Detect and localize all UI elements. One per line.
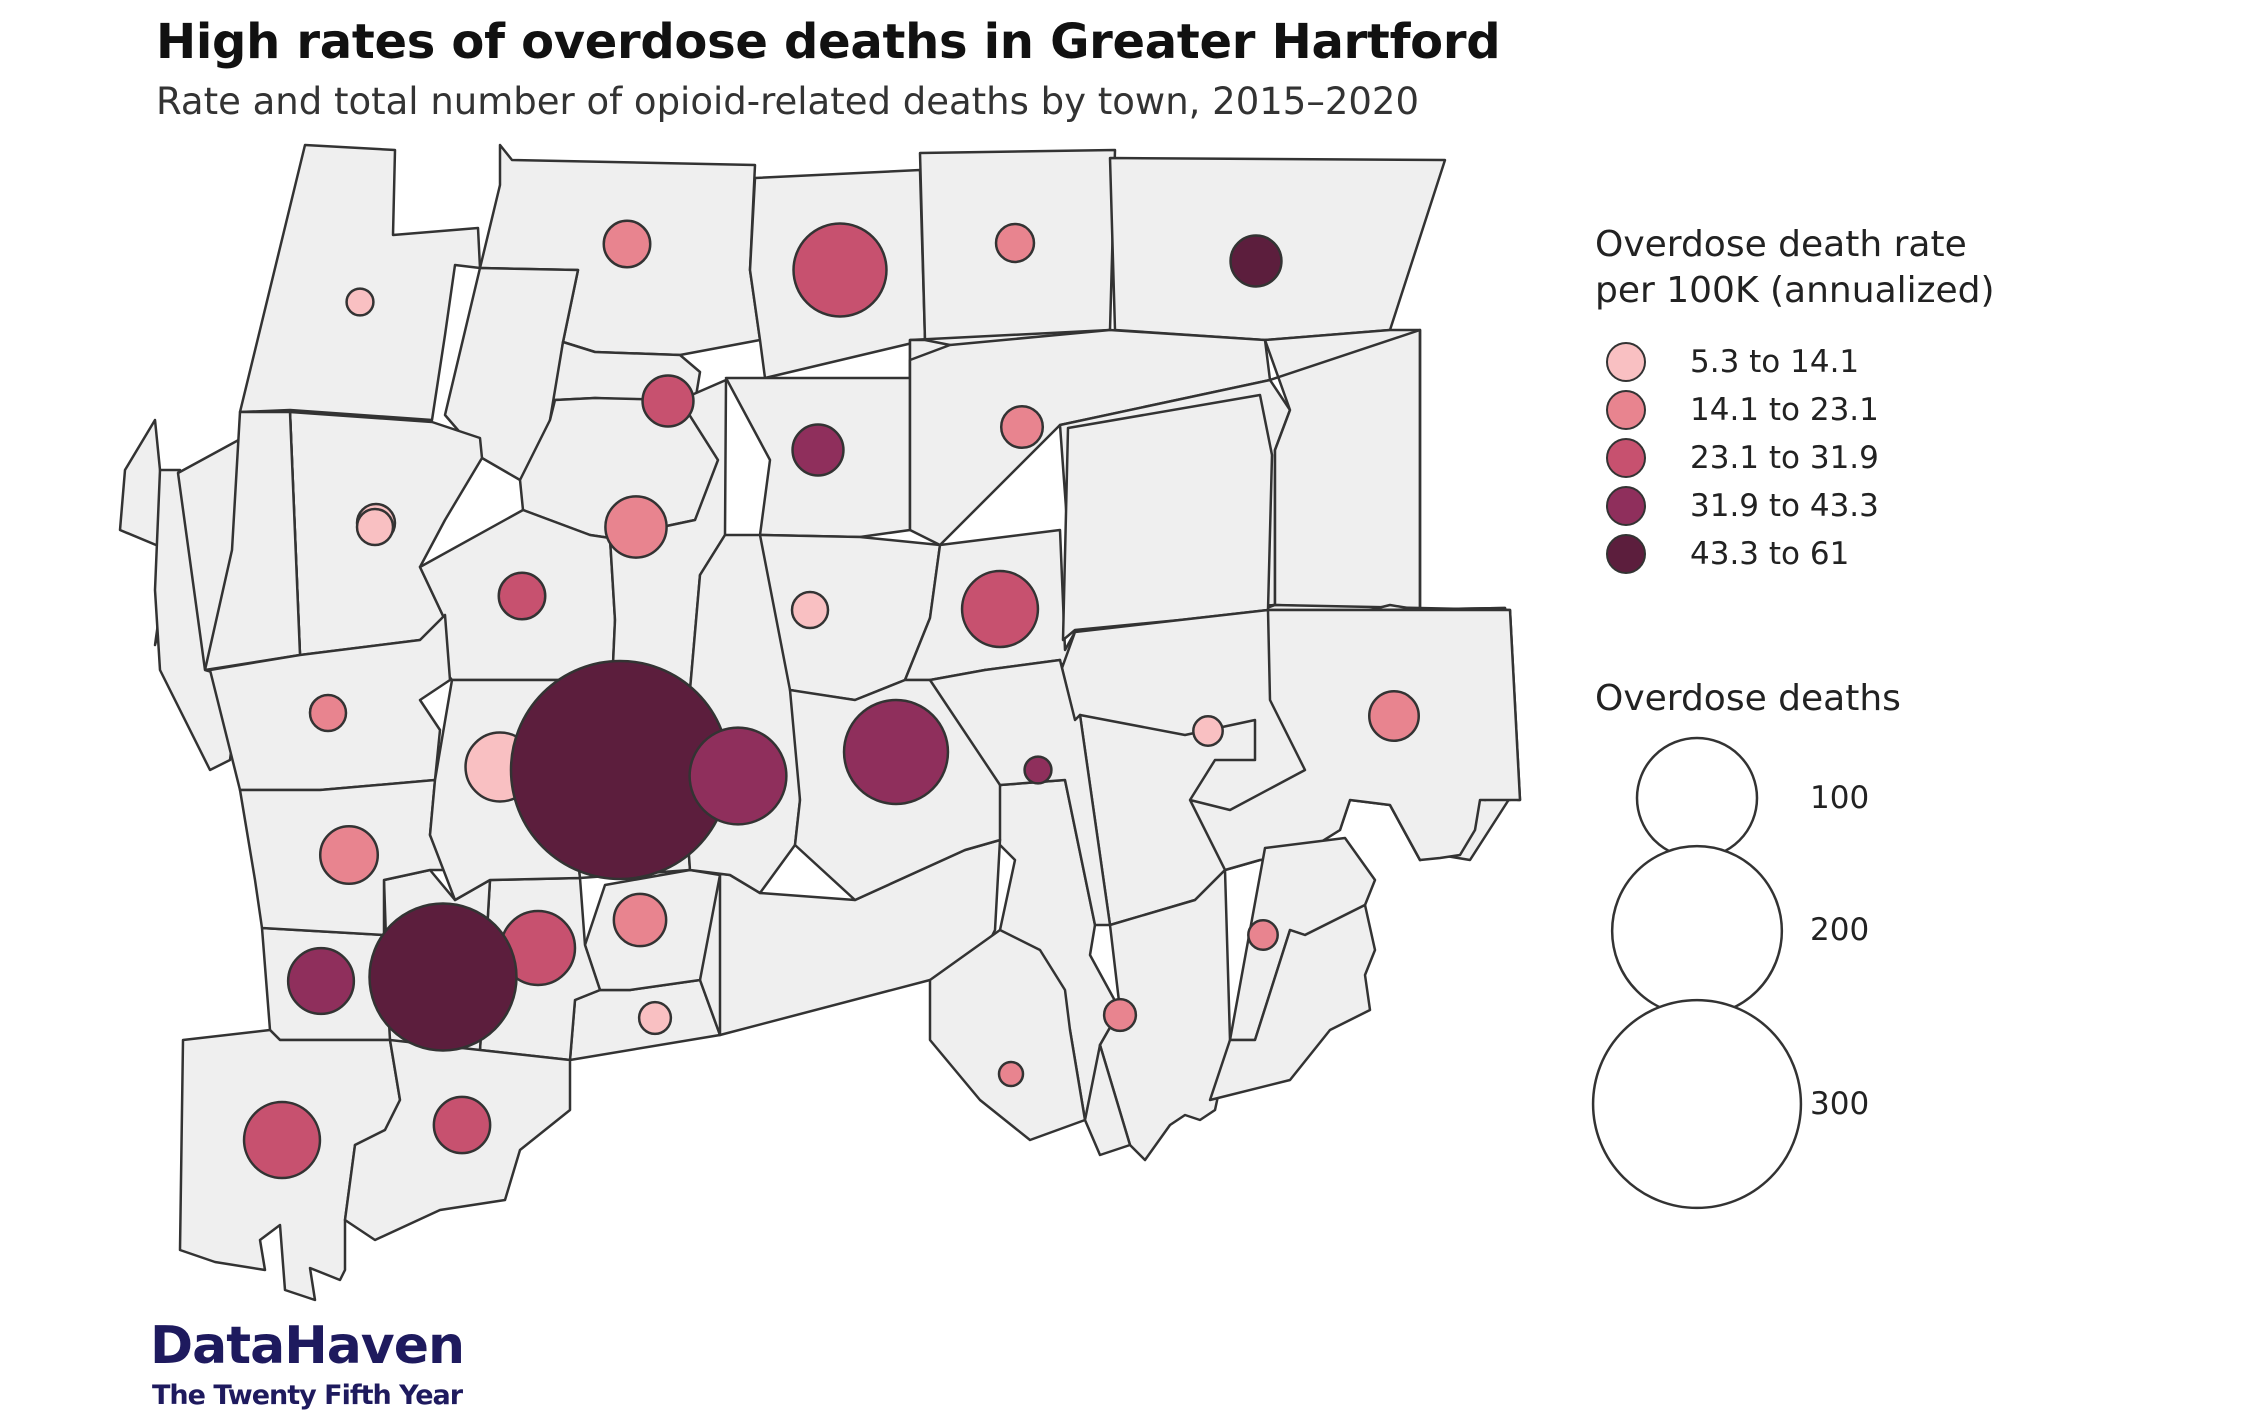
rate-swatch xyxy=(1606,486,1646,526)
town-bubble xyxy=(1368,690,1420,742)
town-bubble xyxy=(1102,997,1138,1033)
town-bubble xyxy=(641,374,695,428)
town-bubble xyxy=(688,726,788,826)
rate-legend-item: 14.1 to 23.1 xyxy=(1606,388,1879,432)
town-bubble xyxy=(368,902,518,1052)
town-bubble xyxy=(1192,715,1224,747)
rate-legend-label: 23.1 to 31.9 xyxy=(1690,440,1879,476)
town-bubble xyxy=(242,1100,322,1180)
size-legend-circle xyxy=(1635,736,1759,860)
town-bubble xyxy=(842,698,950,806)
rate-legend-item: 5.3 to 14.1 xyxy=(1606,340,1859,384)
size-legend-circle xyxy=(1591,998,1803,1210)
town-bubble xyxy=(318,824,380,886)
town-bubble xyxy=(1229,234,1283,288)
rate-legend-label: 43.3 to 61 xyxy=(1690,536,1850,572)
size-legend-label: 100 xyxy=(1810,780,1870,816)
town-bubble xyxy=(604,495,668,559)
rate-legend-label: 31.9 to 43.3 xyxy=(1690,488,1879,524)
bubble-layer xyxy=(242,219,1420,1180)
rate-swatch xyxy=(1606,342,1646,382)
chart-title: High rates of overdose deaths in Greater… xyxy=(156,14,1501,70)
town-bubble xyxy=(1023,755,1053,785)
town-bubble xyxy=(1247,919,1279,951)
datahaven-tagline: The Twenty Fifth Year xyxy=(152,1380,463,1411)
town-bubble xyxy=(791,423,845,477)
town-bubble xyxy=(994,222,1036,264)
rate-legend-item: 23.1 to 31.9 xyxy=(1606,436,1879,480)
datahaven-logo: DataHaven xyxy=(150,1316,465,1376)
town-bubble xyxy=(960,569,1040,649)
size-legend-label: 300 xyxy=(1810,1086,1870,1122)
town-shape xyxy=(1061,393,1274,642)
size-legend-label: 200 xyxy=(1810,912,1870,948)
town-shape xyxy=(1263,328,1422,612)
rate-swatch xyxy=(1606,438,1646,478)
town-shape xyxy=(928,928,1087,1142)
rate-legend-label: 14.1 to 23.1 xyxy=(1690,392,1879,428)
size-legend xyxy=(1591,736,1803,1210)
rate-swatch xyxy=(1606,534,1646,574)
rate-legend-item: 31.9 to 43.3 xyxy=(1606,484,1879,528)
rate-legend-title-line1: Overdose death rate xyxy=(1595,224,1967,265)
town-bubble xyxy=(308,693,348,733)
size-legend-title: Overdose deaths xyxy=(1595,678,1901,719)
rate-swatch xyxy=(1606,390,1646,430)
rate-legend-item: 43.3 to 61 xyxy=(1606,532,1849,576)
town-bubble xyxy=(612,892,668,948)
town-shape xyxy=(1208,903,1377,1102)
rate-legend-label: 5.3 to 14.1 xyxy=(1690,344,1860,380)
town-bubble xyxy=(286,946,356,1016)
chart-subtitle: Rate and total number of opioid-related … xyxy=(156,80,1419,123)
town-bubble xyxy=(355,507,395,547)
town-bubble xyxy=(999,404,1045,450)
town-bubble xyxy=(792,222,888,318)
rate-legend-title: Overdose death rate per 100K (annualized… xyxy=(1595,222,1995,314)
town-bubble xyxy=(997,1060,1025,1088)
town-shape xyxy=(203,410,302,672)
town-shape xyxy=(1083,1043,1132,1157)
rate-legend-title-line2: per 100K (annualized) xyxy=(1595,270,1995,311)
size-legend-circle xyxy=(1610,844,1784,1018)
town-bubble xyxy=(790,590,830,630)
town-shape xyxy=(238,143,482,422)
town-bubble xyxy=(602,219,652,269)
town-bubble xyxy=(497,571,547,621)
town-bubble xyxy=(637,1000,673,1036)
town-bubble xyxy=(432,1095,492,1155)
town-bubble xyxy=(345,287,375,317)
